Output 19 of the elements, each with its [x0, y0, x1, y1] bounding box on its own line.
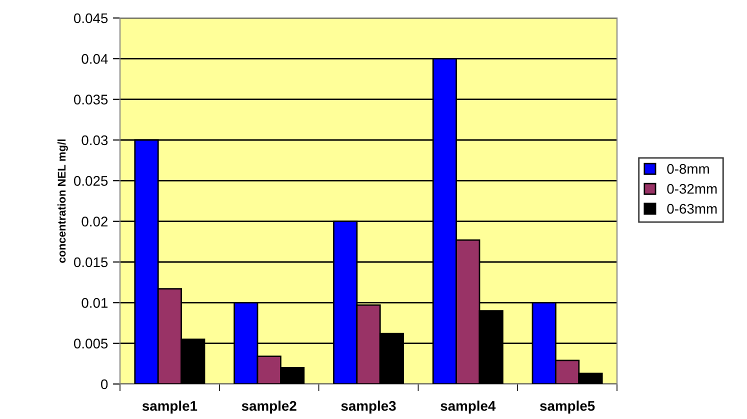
y-tick-label: 0.035: [74, 94, 108, 105]
x-tick-label: sample3: [341, 400, 396, 414]
y-axis-title: concentration NEL mg/l: [57, 140, 68, 263]
y-tick-label: 0.045: [74, 13, 108, 24]
y-tick-label: 0: [101, 379, 108, 390]
x-tick-label: sample2: [242, 400, 296, 414]
y-tick-label: 0.025: [74, 176, 108, 186]
y-tick-label: 0.03: [82, 135, 108, 146]
legend-label: 0-32mm: [667, 184, 717, 194]
y-tick-label: 0.015: [74, 257, 108, 268]
x-tick-label: sample1: [142, 400, 198, 414]
x-tick-label: sample5: [540, 400, 595, 414]
y-tick-label: 0.005: [74, 338, 108, 349]
legend-label: 0-8mm: [667, 164, 709, 174]
legend-label: 0-63mm: [667, 204, 717, 214]
x-tick-label: sample4: [440, 400, 496, 414]
y-tick-label: 0.02: [82, 216, 108, 227]
y-tick-label: 0.04: [82, 54, 108, 64]
y-tick-label: 0.01: [82, 298, 108, 308]
